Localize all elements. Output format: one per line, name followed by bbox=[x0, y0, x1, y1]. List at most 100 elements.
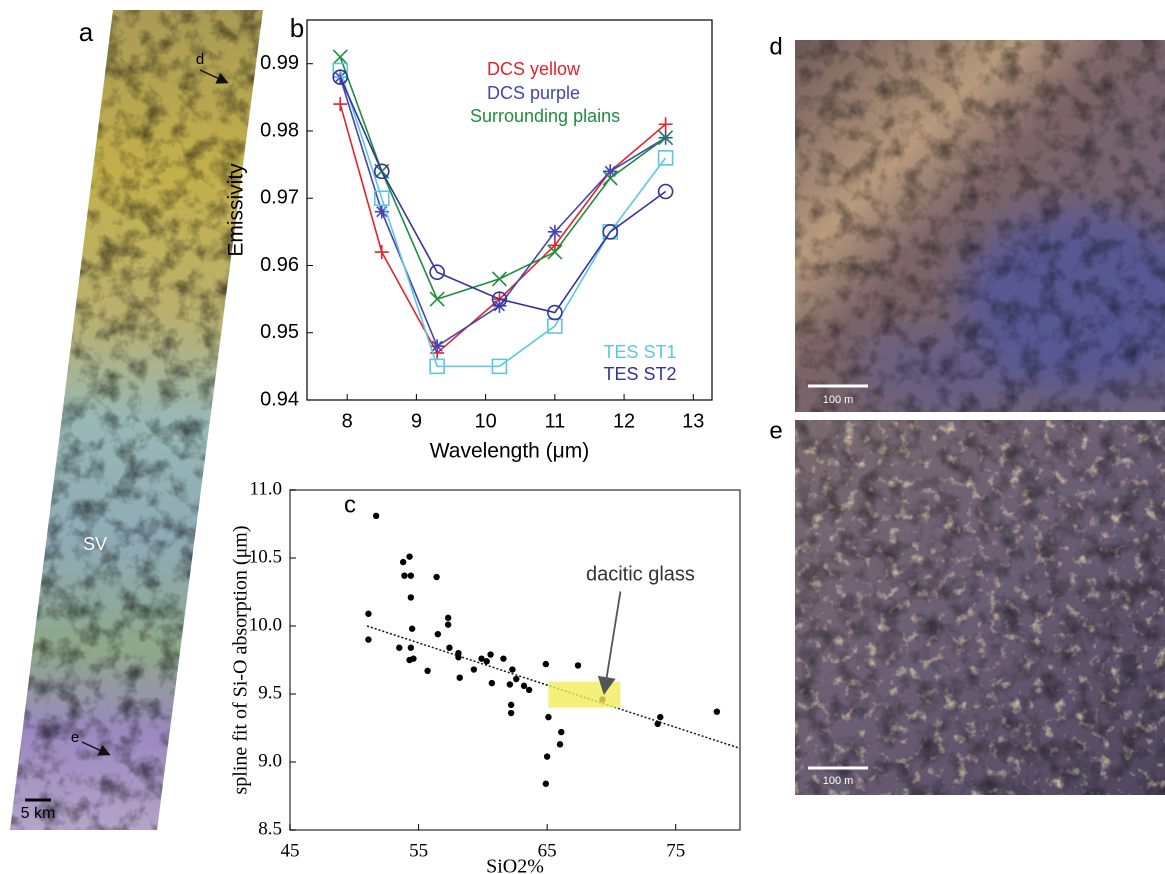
scatter-point bbox=[558, 729, 564, 735]
y-tick-label: 0.94 bbox=[260, 388, 299, 410]
scatter-point bbox=[408, 645, 414, 651]
scatter-point bbox=[396, 645, 402, 651]
scale-label: 5 km bbox=[21, 805, 56, 822]
scatter-point bbox=[471, 666, 477, 672]
scatter-point bbox=[657, 714, 663, 720]
scatter-point bbox=[521, 683, 527, 689]
chart-c: 455565758.59.09.510.010.511.0SiO2%spline… bbox=[230, 478, 740, 874]
highlight-box bbox=[548, 682, 620, 708]
legend-entry: DCS purple bbox=[487, 83, 580, 103]
chart-b: 8 9 10 11 12 13 0.94 0.95 0.96 0.97 0.98 0.99 Wavele… bbox=[225, 20, 712, 463]
y-tick-label: 9.0 bbox=[258, 750, 282, 771]
x-tick-label: 9 bbox=[411, 410, 422, 432]
scatter-point bbox=[433, 574, 439, 580]
legend-entry: TES ST2 bbox=[603, 364, 676, 384]
scatter-point bbox=[409, 626, 415, 632]
y-tick-label: 0.98 bbox=[260, 119, 299, 141]
scatter-point bbox=[543, 661, 549, 667]
x-tick-label: 8 bbox=[342, 410, 353, 432]
scatter-point bbox=[424, 668, 430, 674]
panel-label: a bbox=[79, 17, 94, 47]
panel-label: b bbox=[290, 13, 304, 43]
y-tick-label: 8.5 bbox=[258, 818, 282, 839]
data-marker bbox=[603, 164, 617, 178]
scatter-point bbox=[508, 710, 514, 716]
image-e: 100 m bbox=[795, 420, 1165, 795]
plot-frame bbox=[290, 490, 740, 830]
scatter-point bbox=[400, 559, 406, 565]
image-label: d bbox=[196, 51, 204, 68]
page: {"chart_data":[ {"type":"line","panel":"… bbox=[0, 0, 1165, 874]
y-axis-title: spline fit of Si-O absorption (μm) bbox=[230, 525, 252, 794]
y-tick-label: 11.0 bbox=[249, 478, 282, 499]
x-axis-title: SiO2% bbox=[486, 856, 544, 874]
x-tick-label: 13 bbox=[682, 410, 704, 432]
scatter-point bbox=[507, 681, 513, 687]
y-tick-label: 10.0 bbox=[249, 614, 282, 635]
y-tick-label: 0.97 bbox=[260, 187, 299, 209]
scatter-point bbox=[457, 674, 463, 680]
annotation-arrow bbox=[604, 591, 620, 691]
scatter-point bbox=[365, 611, 371, 617]
scatter-point bbox=[487, 651, 493, 657]
scatter-point bbox=[526, 687, 532, 693]
x-tick-label: 75 bbox=[666, 840, 685, 861]
y-tick-label: 0.96 bbox=[260, 254, 299, 276]
scatter-point bbox=[714, 708, 720, 714]
scatter-point bbox=[513, 676, 519, 682]
figure: d e SV 5 km 100 m 100 m a b c d e 8 9 10 11… bbox=[0, 0, 1165, 874]
panel-label: d bbox=[769, 33, 782, 60]
y-tick-label: 10.5 bbox=[249, 546, 282, 567]
x-tick-label: 11 bbox=[544, 410, 565, 432]
image-d: 100 m bbox=[795, 40, 1165, 412]
scatter-point bbox=[543, 781, 549, 787]
scatter-point bbox=[509, 666, 515, 672]
scatter-point bbox=[373, 513, 379, 519]
x-axis-title: Wavelength (μm) bbox=[430, 440, 590, 463]
scatter-point bbox=[575, 662, 581, 668]
y-axis-title: Emissivity bbox=[225, 163, 248, 257]
y-tick-label: 9.5 bbox=[258, 682, 282, 703]
scatter-point bbox=[365, 636, 371, 642]
scatter-point bbox=[557, 741, 563, 747]
scatter-point bbox=[508, 702, 514, 708]
legend-entry: DCS yellow bbox=[487, 59, 581, 79]
scatter-point bbox=[408, 572, 414, 578]
scale-label: 100 m bbox=[823, 394, 854, 406]
image-label: SV bbox=[83, 534, 107, 554]
x-tick-label: 45 bbox=[281, 840, 300, 861]
panel-label: c bbox=[344, 491, 356, 518]
scatter-point bbox=[401, 572, 407, 578]
scatter-point bbox=[435, 631, 441, 637]
x-tick-label: 55 bbox=[409, 840, 428, 861]
x-tick-label: 10 bbox=[474, 410, 496, 432]
x-tick-label: 12 bbox=[613, 410, 635, 432]
data-marker bbox=[375, 245, 389, 259]
data-marker bbox=[333, 50, 347, 64]
scatter-point bbox=[545, 714, 551, 720]
scatter-point bbox=[408, 594, 414, 600]
legend-entry: TES ST1 bbox=[603, 342, 676, 362]
scale-label: 100 m bbox=[823, 775, 854, 787]
annotation: dacitic glass bbox=[586, 564, 695, 586]
image-label: e bbox=[71, 729, 79, 746]
scatter-point bbox=[445, 621, 451, 627]
scatter-point bbox=[406, 657, 412, 663]
panel-label: e bbox=[769, 417, 782, 444]
scatter-point bbox=[655, 721, 661, 727]
data-marker bbox=[492, 272, 506, 286]
data-marker bbox=[548, 225, 562, 239]
legend-entry: Surrounding plains bbox=[470, 106, 620, 126]
data-marker bbox=[333, 97, 347, 111]
scatter-point bbox=[500, 655, 506, 661]
scatter-point bbox=[406, 553, 412, 559]
scatter-point bbox=[484, 658, 490, 664]
scatter-point bbox=[489, 680, 495, 686]
scatter-point bbox=[445, 615, 451, 621]
scatter-point bbox=[455, 654, 461, 660]
scatter-point bbox=[544, 753, 550, 759]
y-tick-label: 0.99 bbox=[260, 52, 299, 74]
scatter-point bbox=[446, 645, 452, 651]
data-marker bbox=[430, 292, 444, 306]
y-tick-label: 0.95 bbox=[260, 321, 299, 343]
